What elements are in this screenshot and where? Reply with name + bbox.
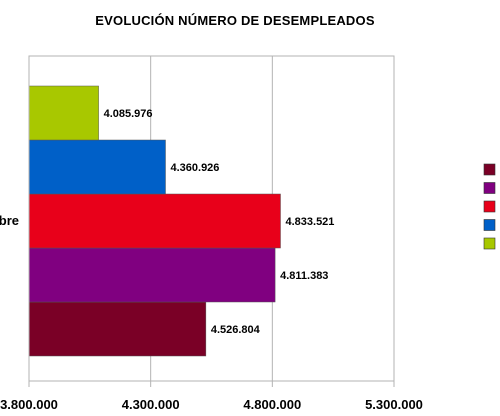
legend-swatch xyxy=(483,237,496,250)
x-tick-label: 4.300.000 xyxy=(122,397,180,412)
bar xyxy=(28,301,207,357)
data-label: 4.360.926 xyxy=(170,162,219,174)
legend-swatch xyxy=(483,219,496,231)
data-label: 4.833.521 xyxy=(285,216,334,228)
chart-title: EVOLUCIÓN NÚMERO DE DESEMPLEADOS xyxy=(95,13,375,28)
data-label: 4.526.804 xyxy=(211,324,261,336)
data-label: 4.811.383 xyxy=(280,270,328,282)
x-tick-label: 3.800.000 xyxy=(0,397,58,412)
bar xyxy=(28,139,166,195)
legend-swatch xyxy=(483,163,496,176)
data-label: 4.085.976 xyxy=(104,108,153,120)
bar xyxy=(28,85,99,141)
category-label: bre xyxy=(0,213,19,228)
bar xyxy=(28,247,276,303)
x-tick-label: 5.300.000 xyxy=(365,397,423,412)
legend-swatch xyxy=(483,182,496,194)
legend-swatch xyxy=(483,200,496,213)
bar xyxy=(28,193,281,249)
x-tick-label: 4.800.000 xyxy=(243,397,301,412)
